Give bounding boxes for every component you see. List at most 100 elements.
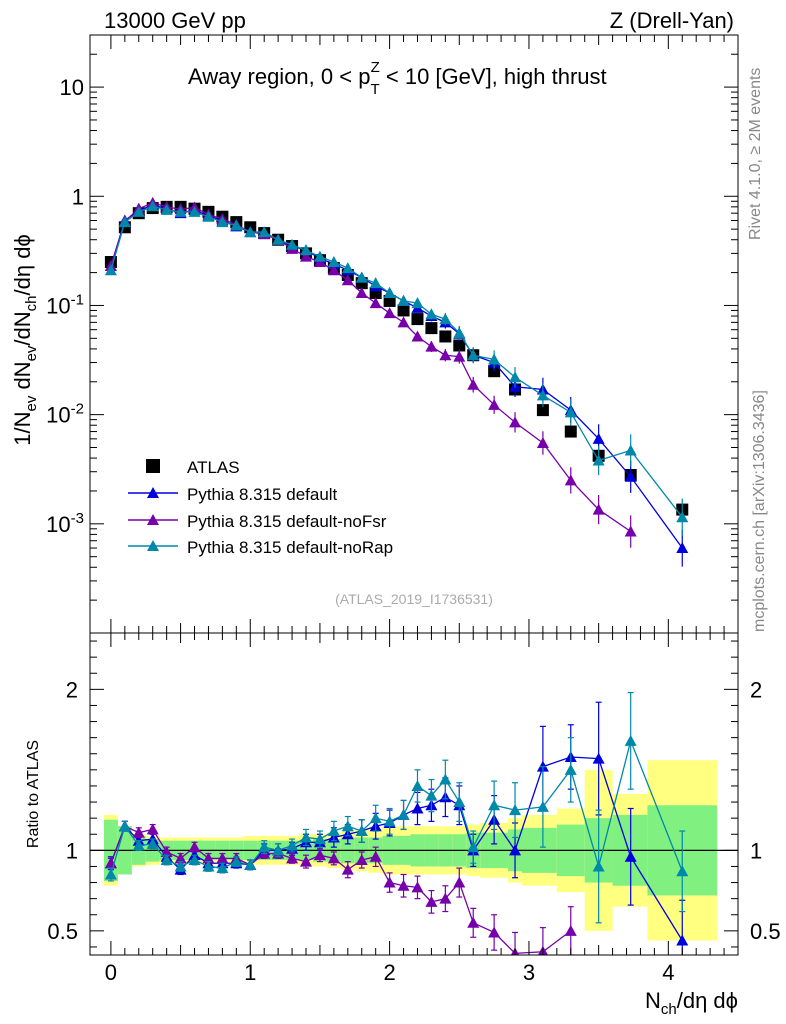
main-ylabel: 1/Nev dNev/dNch/dη dϕ [10, 234, 40, 446]
main-point-3 [341, 262, 354, 274]
legend-marker-atlas [146, 459, 160, 473]
main-point-3 [104, 264, 117, 276]
ratio-point-2 [341, 820, 354, 832]
main-point-3 [369, 277, 382, 289]
main-ytick-base: 10 [46, 512, 70, 537]
main-point-atlas [439, 330, 452, 343]
main-line-2 [110, 202, 632, 533]
ratio-point-2 [104, 868, 117, 880]
ratio-point-1 [467, 916, 480, 928]
main-point-2 [467, 378, 480, 390]
ratio-line-2 [110, 738, 683, 875]
ratio-point-0 [411, 802, 424, 814]
ratio-point-2 [216, 862, 229, 874]
xtick-label: 0 [105, 960, 117, 985]
ratio-point-1 [160, 845, 173, 857]
main-point-2 [383, 307, 396, 319]
main-point-1 [676, 542, 689, 554]
ratio-point-1 [488, 926, 501, 938]
main-point-2 [439, 349, 452, 361]
main-point-2 [300, 250, 312, 262]
rivet-label: Rivet 4.1.0, ≥ 2M events [747, 68, 764, 240]
ratio-point-2 [592, 860, 605, 872]
ratio-clipped-group [104, 691, 689, 955]
main-point-1 [624, 470, 637, 482]
main-point-2 [355, 287, 368, 299]
ratio-point-1 [397, 879, 410, 891]
main-point-2 [341, 274, 354, 286]
ylabel-p3: ev [23, 345, 40, 361]
xlabel: Nch/dη dϕ [645, 988, 738, 1018]
ylabel-p6: /dη dϕ [10, 234, 35, 295]
main-point-3 [411, 297, 424, 309]
ratio-line-0 [110, 756, 683, 941]
xtick-label: 1 [244, 960, 256, 985]
main-point-3 [467, 349, 480, 361]
header-right: Z (Drell-Yan) [610, 8, 734, 33]
main-point-3 [272, 233, 285, 245]
legend-marker-default [147, 487, 159, 498]
ratio-point-2 [146, 837, 159, 849]
ratio-point-2 [425, 789, 438, 801]
main-point-2 [592, 503, 605, 515]
ratio-point-2 [300, 831, 312, 843]
ratio-ytick-label-left: 1 [66, 838, 78, 863]
ratio-point-2 [509, 804, 522, 816]
ylabel-p0: 1/N [10, 412, 35, 446]
main-point-2 [425, 340, 438, 352]
main-point-3 [488, 353, 501, 365]
ratio-point-2 [564, 763, 577, 775]
main-point-2 [397, 316, 410, 328]
main-ytick-base: 10 [46, 293, 70, 318]
ratio-panel: 0.5 0.5 1 1 2 2 0 1 2 3 4 Ratio to ATLAS Nch/dη dϕ [25, 632, 781, 1018]
main-point-3 [230, 219, 243, 231]
main-point-3 [592, 454, 605, 466]
main-point-3 [258, 226, 271, 238]
ratio-point-1 [188, 841, 201, 853]
ratio-point-2 [244, 858, 257, 870]
xtick-label: 2 [383, 960, 395, 985]
ratio-series-layer [104, 691, 689, 955]
ratio-ytick-label-right: 2 [750, 677, 762, 702]
ratio-point-1 [202, 852, 215, 864]
analysis-id: (ATLAS_2019_I1736531) [335, 591, 493, 607]
ratio-point-1 [327, 852, 340, 864]
main-ytick-label: 1 [72, 184, 84, 209]
main-series-layer [104, 196, 689, 567]
legend-label-norap: Pythia 8.315 default-noRap [187, 538, 393, 557]
main-ytick-label: 10-3 [46, 510, 84, 537]
main-point-3 [286, 238, 299, 250]
ratio-point-2 [188, 854, 201, 866]
main-point-3 [313, 250, 326, 262]
ratio-point-2 [536, 800, 549, 812]
title-part-1: Away region, 0 < p [188, 64, 370, 89]
ratio-point-1 [286, 852, 299, 864]
main-point-2 [536, 436, 549, 448]
main-point-3 [355, 271, 368, 283]
title-part-2: < 10 [GeV], high thrust [380, 64, 607, 89]
ratio-point-2 [118, 820, 131, 832]
main-point-2 [509, 416, 522, 428]
main-point-3 [383, 287, 396, 299]
main-point-2 [453, 350, 466, 362]
main-point-3 [397, 294, 410, 306]
main-point-1 [592, 432, 605, 444]
ratio-point-2 [676, 865, 689, 877]
ratio-point-2 [453, 796, 466, 808]
ratio-point-1 [369, 850, 382, 862]
legend-label-default: Pythia 8.315 default [187, 485, 338, 504]
xlabel-p2: /dη dϕ [677, 988, 738, 1013]
ratio-point-1 [300, 855, 312, 867]
ratio-point-1 [564, 924, 577, 936]
main-ytick-exp: -1 [71, 291, 84, 308]
ratio-point-2 [132, 839, 145, 851]
main-point-atlas [536, 404, 549, 417]
ratio-point-2 [624, 734, 637, 746]
title-sup: Z [371, 59, 380, 76]
xlabel-p0: N [645, 988, 661, 1013]
ylabel-p1: ev [23, 395, 40, 411]
main-point-3 [202, 210, 215, 222]
main-ytick-label: 10-1 [46, 291, 84, 318]
